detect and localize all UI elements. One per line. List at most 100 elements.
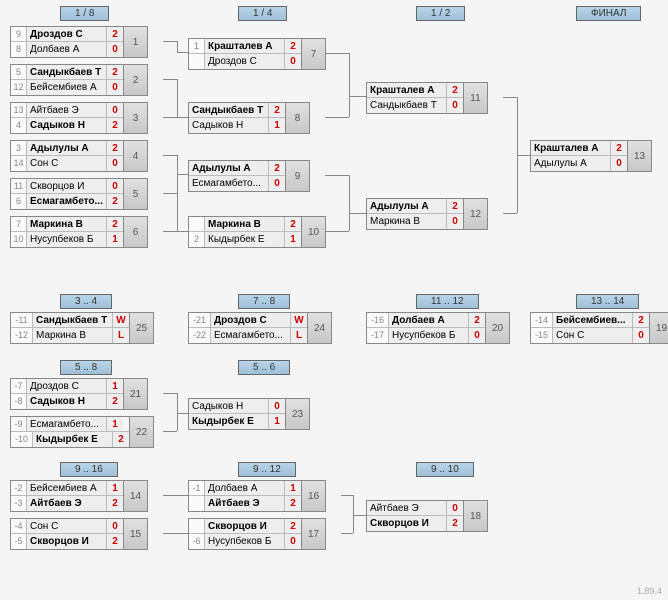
player-name: Дроздов С bbox=[27, 27, 107, 41]
seed: 7 bbox=[11, 217, 27, 231]
round-label: 13 .. 14 bbox=[576, 294, 639, 309]
seed: -17 bbox=[367, 328, 389, 343]
player-name: Долбаев А bbox=[205, 481, 285, 495]
seed bbox=[189, 54, 205, 69]
match-id: 15 bbox=[123, 519, 147, 549]
seed: -11 bbox=[11, 313, 33, 327]
player-name: Бейсембиев А bbox=[27, 80, 107, 95]
round-label: 9 .. 10 bbox=[416, 462, 474, 477]
seed: -22 bbox=[189, 328, 211, 343]
player-score: 0 bbox=[107, 156, 123, 171]
match-id: 16 bbox=[301, 481, 325, 511]
player-score: 0 bbox=[269, 399, 285, 413]
match-row: -8Садыков Н2 bbox=[11, 394, 123, 409]
player-score: 0 bbox=[107, 519, 123, 533]
player-score: 1 bbox=[269, 414, 285, 429]
connector-h bbox=[341, 495, 353, 496]
player-name: Крашталев А bbox=[367, 83, 447, 97]
match-row: Адылулы А0 bbox=[531, 156, 627, 171]
seed: 4 bbox=[11, 118, 27, 133]
match-row: -10Кыдырбек Е2 bbox=[11, 432, 129, 447]
connector-v bbox=[349, 175, 350, 231]
player-name: Долбаев А bbox=[27, 42, 107, 57]
player-name: Айтбаев Э bbox=[367, 501, 447, 515]
match-row: 2Кыдырбек Е1 bbox=[189, 232, 301, 247]
match-id: 22 bbox=[129, 417, 153, 447]
player-score: 0 bbox=[107, 179, 123, 193]
player-score: 2 bbox=[447, 199, 463, 213]
connector-h bbox=[163, 495, 177, 496]
player-score: 2 bbox=[113, 432, 129, 447]
match-4: 3Адылулы А214Сон С04 bbox=[10, 140, 148, 172]
round-label: 1 / 8 bbox=[60, 6, 109, 21]
seed: 8 bbox=[11, 42, 27, 57]
match-id: 18 bbox=[463, 501, 487, 531]
match-row: -2Бейсембиев А1 bbox=[11, 481, 123, 496]
player-name: Есмагамбето... bbox=[189, 176, 269, 191]
player-score: 0 bbox=[269, 176, 285, 191]
match-row: 12Бейсембиев А0 bbox=[11, 80, 123, 95]
match-id: 23 bbox=[285, 399, 309, 429]
seed: -15 bbox=[531, 328, 553, 343]
player-name: Скворцов И bbox=[367, 516, 447, 531]
player-name: Айтбаев Э bbox=[27, 496, 107, 511]
connector-v bbox=[517, 97, 518, 213]
player-score: 2 bbox=[107, 496, 123, 511]
player-name: Крашталев А bbox=[205, 39, 285, 53]
match-9: Адылулы А2Есмагамбето...09 bbox=[188, 160, 310, 192]
connector-h bbox=[177, 533, 188, 534]
player-score: 2 bbox=[285, 496, 301, 511]
player-name: Сон С bbox=[553, 328, 633, 343]
match-row: Айтбаев Э2 bbox=[189, 496, 301, 511]
match-row: Кыдырбек Е1 bbox=[189, 414, 285, 429]
match-id: 6 bbox=[123, 217, 147, 247]
seed: 2 bbox=[189, 232, 205, 247]
round-label: 7 .. 8 bbox=[238, 294, 290, 309]
player-name: Айтбаев Э bbox=[27, 103, 107, 117]
player-score: 0 bbox=[447, 98, 463, 113]
match-row: Айтбаев Э0 bbox=[367, 501, 463, 516]
connector-h bbox=[163, 79, 177, 80]
match-row: -22Есмагамбето...L bbox=[189, 328, 307, 343]
connector-h bbox=[325, 117, 349, 118]
match-25: -11Сандыкбаев ТW-12Маркина ВL25 bbox=[10, 312, 154, 344]
player-score: 1 bbox=[285, 481, 301, 495]
player-name: Бейсембиев... bbox=[553, 313, 633, 327]
player-score: 2 bbox=[107, 141, 123, 155]
connector-h bbox=[349, 213, 366, 214]
player-name: Дроздов С bbox=[27, 379, 107, 393]
match-id: 14 bbox=[123, 481, 147, 511]
connector-h bbox=[163, 533, 177, 534]
player-name: Садыков Н bbox=[27, 118, 107, 133]
seed: 6 bbox=[11, 194, 27, 209]
player-score: 1 bbox=[285, 232, 301, 247]
connector-h bbox=[163, 41, 177, 42]
player-name: Бейсембиев А bbox=[27, 481, 107, 495]
player-score: 2 bbox=[447, 83, 463, 97]
player-name: Адылулы А bbox=[367, 199, 447, 213]
round-label: 5 .. 8 bbox=[60, 360, 112, 375]
match-row: -9Есмагамбето...1 bbox=[11, 417, 129, 432]
round-label: 11 .. 12 bbox=[416, 294, 479, 309]
match-row: -17Нусупбеков Б0 bbox=[367, 328, 485, 343]
connector-v bbox=[177, 79, 178, 117]
player-name: Айтбаев Э bbox=[205, 496, 285, 511]
seed: 9 bbox=[11, 27, 27, 41]
connector-v bbox=[177, 41, 178, 52]
player-score: 0 bbox=[447, 214, 463, 229]
match-21: -7Дроздов С1-8Садыков Н221 bbox=[10, 378, 148, 410]
connector-h bbox=[341, 533, 353, 534]
match-row: Садыков Н1 bbox=[189, 118, 285, 133]
match-row: Сандыкбаев Т0 bbox=[367, 98, 463, 113]
match-17: Скворцов И2-6Нусупбеков Б017 bbox=[188, 518, 326, 550]
connector-h bbox=[503, 97, 517, 98]
seed: -9 bbox=[11, 417, 27, 431]
connector-h bbox=[177, 52, 188, 53]
connector-h bbox=[177, 413, 188, 414]
seed: -1 bbox=[189, 481, 205, 495]
match-24: -21Дроздов СW-22Есмагамбето...L24 bbox=[188, 312, 332, 344]
match-id: 4 bbox=[123, 141, 147, 171]
seed: 10 bbox=[11, 232, 27, 247]
player-name: Маркина В bbox=[205, 217, 285, 231]
seed: -21 bbox=[189, 313, 211, 327]
